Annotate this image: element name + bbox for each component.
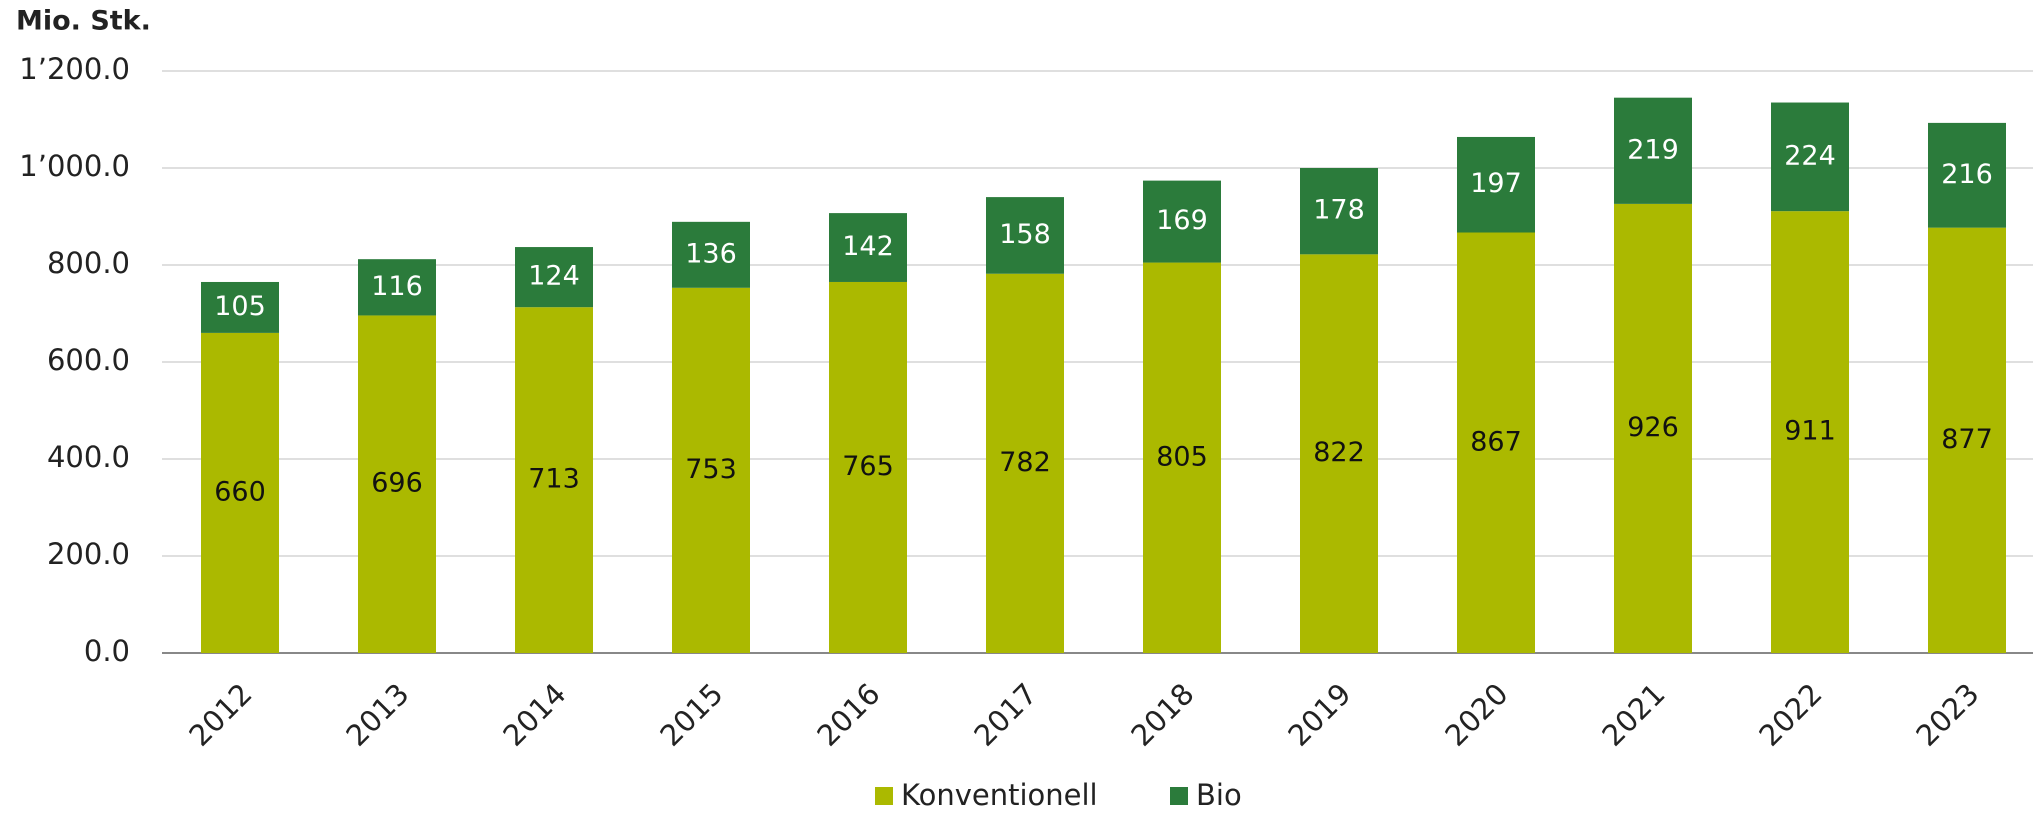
x-tick-label: 2012 xyxy=(182,677,258,753)
bar-segment xyxy=(986,197,1064,274)
bar-segment xyxy=(986,273,1064,653)
data-label: 782 xyxy=(999,447,1051,478)
data-label: 765 xyxy=(842,451,894,482)
data-label: 216 xyxy=(1941,159,1993,190)
data-label: 178 xyxy=(1313,195,1365,226)
y-tick-label: 200.0 xyxy=(47,537,130,571)
bar-segment xyxy=(515,247,593,308)
data-label: 822 xyxy=(1313,437,1365,468)
bar-segment xyxy=(1614,97,1692,204)
axis-title: Mio. Stk. xyxy=(16,6,151,37)
bar-segment xyxy=(1457,136,1535,233)
bar-segment xyxy=(358,315,436,653)
data-label: 169 xyxy=(1156,205,1208,236)
x-tick-label: 2015 xyxy=(653,677,729,753)
data-label: 136 xyxy=(685,238,737,269)
x-tick-label: 2013 xyxy=(339,677,415,753)
legend-label: Konventionell xyxy=(901,778,1098,812)
x-tick-label: 2017 xyxy=(967,677,1043,753)
bar-segment xyxy=(829,213,907,282)
data-label: 696 xyxy=(371,468,423,499)
x-tick-label: 2018 xyxy=(1124,677,1200,753)
bar-segment xyxy=(1143,262,1221,653)
y-tick-label: 1’000.0 xyxy=(19,149,130,183)
data-label: 158 xyxy=(999,219,1051,250)
bar-segment xyxy=(1771,102,1849,212)
bar-segment xyxy=(1614,203,1692,653)
legend-label: Bio xyxy=(1196,778,1242,812)
data-label: 124 xyxy=(528,261,580,292)
data-label: 877 xyxy=(1941,424,1993,455)
bar-segment xyxy=(1300,168,1378,255)
data-label: 105 xyxy=(214,291,266,322)
data-label: 219 xyxy=(1627,134,1679,165)
x-tick-label: 2022 xyxy=(1752,677,1828,753)
data-label: 116 xyxy=(371,271,423,302)
bar-segment xyxy=(1771,211,1849,654)
x-tick-label: 2023 xyxy=(1909,677,1985,753)
bar-segment xyxy=(1300,254,1378,653)
y-tick-label: 400.0 xyxy=(47,440,130,474)
x-tick-label: 2016 xyxy=(810,677,886,753)
bar-segment xyxy=(829,281,907,653)
y-tick-label: 1’200.0 xyxy=(19,52,130,86)
bar-segment xyxy=(672,221,750,288)
bar-segment xyxy=(358,259,436,316)
bar-segment xyxy=(201,332,279,653)
x-tick-label: 2020 xyxy=(1438,677,1514,753)
x-tick-label: 2014 xyxy=(496,677,572,753)
data-label: 660 xyxy=(214,476,266,507)
data-label: 713 xyxy=(528,464,580,495)
bar-segment xyxy=(515,307,593,653)
data-label: 224 xyxy=(1784,140,1836,171)
y-tick-label: 0.0 xyxy=(84,634,130,668)
bar-segment xyxy=(1928,122,2006,228)
x-tick-label: 2019 xyxy=(1281,677,1357,753)
data-label: 911 xyxy=(1784,416,1836,447)
x-tick-label: 2021 xyxy=(1595,677,1671,753)
data-label: 867 xyxy=(1470,426,1522,457)
data-label: 805 xyxy=(1156,441,1208,472)
bar-segment xyxy=(201,281,279,333)
bar-segment xyxy=(1143,180,1221,263)
data-label: 197 xyxy=(1470,168,1522,199)
data-label: 753 xyxy=(685,454,737,485)
bar-segment xyxy=(1928,227,2006,653)
legend-swatch xyxy=(875,787,893,805)
legend-swatch xyxy=(1170,787,1188,805)
bar-segment xyxy=(1457,232,1535,653)
data-label: 142 xyxy=(842,231,894,262)
data-label: 926 xyxy=(1627,412,1679,443)
y-tick-label: 800.0 xyxy=(47,246,130,280)
bar-segment xyxy=(672,287,750,653)
y-tick-label: 600.0 xyxy=(47,343,130,377)
